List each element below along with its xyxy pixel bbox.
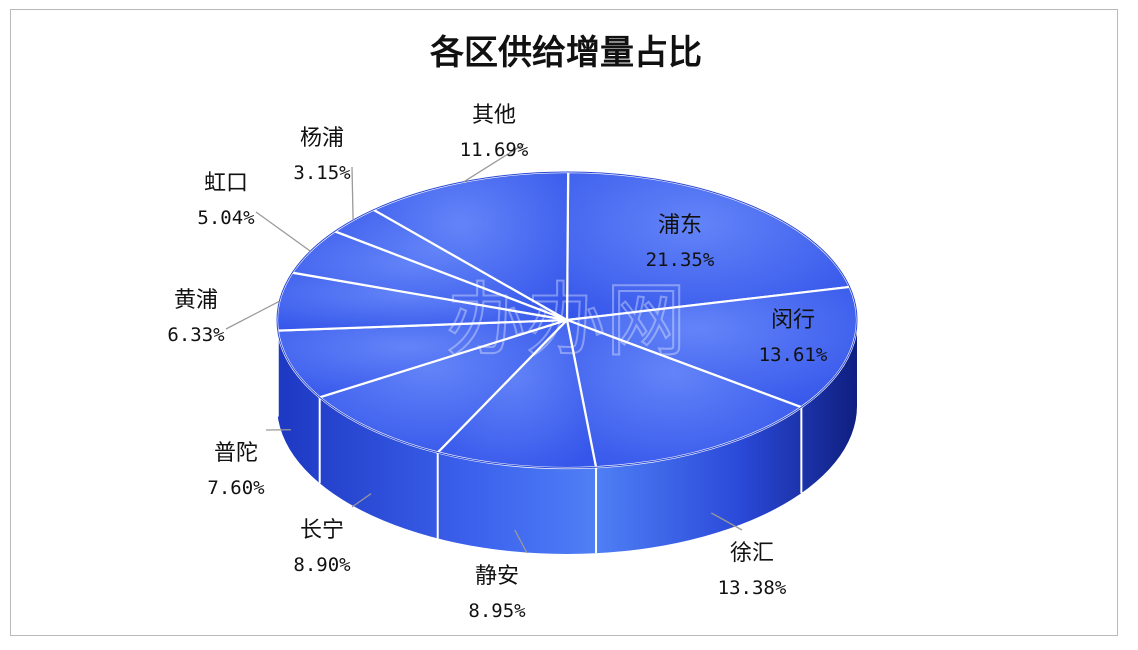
leader-line-10 (463, 143, 525, 183)
slice-value-3: 13.38% (718, 577, 787, 599)
slice-label-2: 闵行 (771, 308, 815, 333)
pie-side (276, 320, 857, 554)
pie-top-rim (276, 171, 858, 469)
slice-value-2: 13.61% (759, 344, 828, 366)
slice-label-4: 静安 (475, 564, 519, 589)
watermark: 办办网 (446, 274, 686, 367)
leader-line-8 (255, 211, 311, 252)
slice-label-9: 杨浦 (300, 126, 344, 151)
pie-side-wall (277, 320, 857, 554)
slice-label-3: 徐汇 (730, 541, 774, 566)
slice-value-4: 8.95% (468, 600, 526, 622)
slice-value-8: 5.04% (197, 207, 255, 229)
slice-value-10: 11.69% (460, 139, 529, 161)
slice-label-7: 黄浦 (174, 288, 218, 313)
pie-top (275, 170, 859, 470)
leader-line-9 (351, 166, 354, 221)
slice-label-1: 浦东 (658, 213, 702, 238)
leader-line-4 (514, 529, 528, 554)
slice-label-10: 其他 (472, 103, 516, 128)
slice-value-9: 3.15% (293, 162, 351, 184)
slice-value-6: 7.60% (207, 477, 265, 499)
slice-value-5: 8.90% (293, 554, 351, 576)
slice-value-1: 21.35% (646, 249, 715, 271)
slice-labels: 浦东 21.35% 闵行 13.61% 徐汇 13.38% 静安 8.95% 长宁 8.90% 普陀… (167, 103, 827, 622)
slice-label-6: 普陀 (214, 441, 258, 466)
leader-line-7 (225, 300, 280, 330)
slice-label-8: 虹口 (204, 171, 248, 196)
slice-label-5: 长宁 (300, 518, 344, 543)
leader-line-5 (351, 493, 372, 508)
slice-value-7: 6.33% (167, 324, 225, 346)
leader-lines (225, 143, 743, 554)
leader-line-3 (710, 512, 743, 531)
chart-title: 各区供给增量占比 (430, 33, 702, 73)
